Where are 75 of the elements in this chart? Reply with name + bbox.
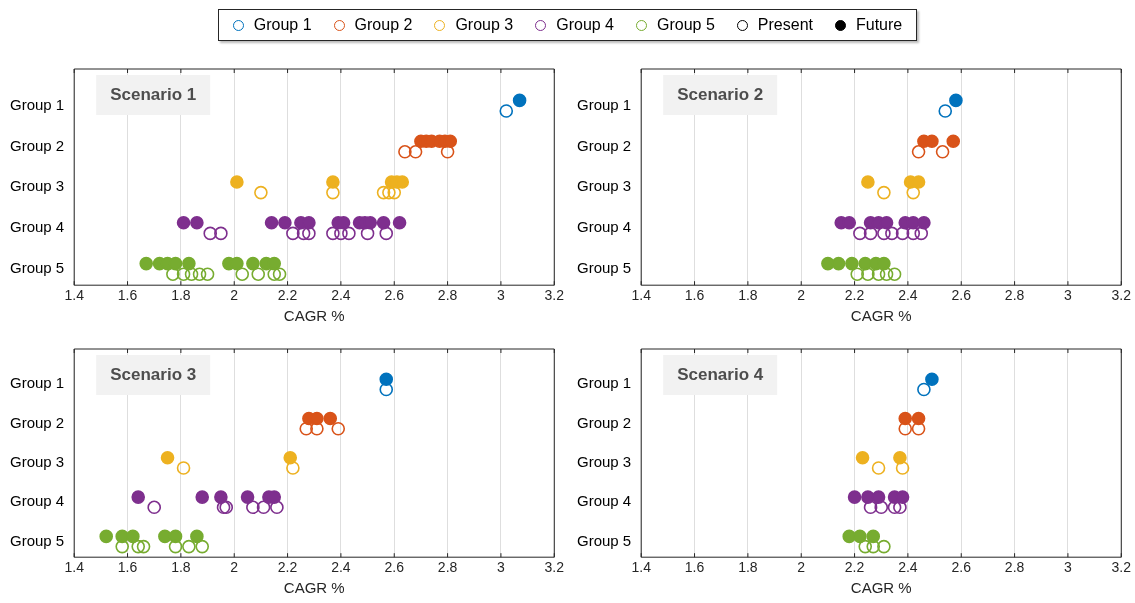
x-tick-label: 3.2 — [544, 287, 565, 304]
y-tick-label: Group 2 — [577, 413, 632, 431]
y-tick-label: Group 3 — [10, 177, 65, 195]
text: Scenario 4 — [677, 364, 764, 384]
x-tick-label: 2.4 — [331, 287, 351, 304]
legend-label: Group 5 — [657, 16, 715, 34]
text: Scenario 3 — [110, 364, 197, 384]
x-tick-label: 2.8 — [437, 559, 458, 576]
x-tick-label: 2.2 — [844, 559, 865, 576]
x-tick-label: 3.2 — [1111, 287, 1132, 304]
y-tick-label: Group 5 — [577, 531, 632, 549]
x-tick-label: 2 — [797, 559, 806, 576]
x-tick-label: 2 — [230, 559, 239, 576]
y-tick-label: Group 2 — [10, 413, 65, 431]
x-tick-label: 1.8 — [738, 287, 758, 304]
y-tick-label: Group 4 — [10, 492, 65, 510]
x-tick-label: 1.8 — [171, 559, 191, 576]
x-tick-label: 2.8 — [437, 287, 458, 304]
x-tick-label: 3 — [497, 287, 506, 304]
x-tick-label: 2.4 — [898, 287, 918, 304]
x-tick-label: 2.2 — [277, 287, 298, 304]
x-tick-label: 1.4 — [64, 559, 85, 576]
text: Scenario 2 — [677, 84, 764, 104]
x-tick-label: 2.4 — [898, 559, 918, 576]
x-axis-title: CAGR % — [850, 579, 912, 597]
y-tick-label: Group 1 — [577, 95, 632, 113]
y-tick-label: Group 1 — [10, 374, 65, 392]
x-tick-label: 2.6 — [951, 287, 972, 304]
x-tick-label: 2.2 — [844, 287, 865, 304]
x-tick-label: 3 — [497, 559, 506, 576]
x-tick-label: 2.6 — [384, 559, 405, 576]
text: Future — [855, 16, 903, 34]
x-tick-label: 1.6 — [684, 287, 705, 304]
y-tick-label: Group 3 — [577, 453, 632, 471]
x-axis-title: CAGR % — [850, 307, 912, 325]
x-axis-title: CAGR % — [283, 307, 345, 325]
x-tick-label: 3.2 — [544, 559, 565, 576]
y-tick-label: Group 4 — [577, 218, 632, 236]
y-tick-label: Group 3 — [10, 453, 65, 471]
x-tick-label: 3 — [1064, 287, 1073, 304]
x-tick-label: 1.4 — [631, 559, 652, 576]
legend-label: Group 4 — [556, 16, 615, 34]
x-tick-label: 1.4 — [631, 287, 652, 304]
y-tick-label: Group 5 — [10, 259, 65, 277]
y-tick-label: Group 2 — [10, 136, 65, 154]
x-tick-label: 3.2 — [1111, 559, 1132, 576]
y-tick-label: Group 1 — [577, 374, 632, 392]
x-tick-label: 1.8 — [171, 287, 191, 304]
y-tick-label: Group 4 — [10, 218, 65, 236]
x-tick-label: 1.8 — [738, 559, 758, 576]
x-tick-label: 1.6 — [117, 287, 138, 304]
y-tick-label: Group 4 — [577, 492, 632, 510]
x-tick-label: 2.6 — [384, 287, 405, 304]
text: Scenario 1 — [110, 84, 197, 104]
x-tick-label: 2.2 — [277, 559, 298, 576]
x-tick-label: 2 — [230, 287, 239, 304]
x-tick-label: 3 — [1064, 559, 1073, 576]
x-axis-title: CAGR % — [283, 579, 345, 597]
x-tick-label: 2 — [797, 287, 806, 304]
x-tick-label: 1.6 — [684, 559, 705, 576]
x-tick-label: 2.6 — [951, 559, 972, 576]
x-tick-label: 2.8 — [1004, 287, 1025, 304]
x-tick-label: 1.4 — [64, 287, 85, 304]
legend-label: Group 2 — [354, 16, 413, 34]
x-tick-label: 2.4 — [331, 559, 351, 576]
legend-label: Group 3 — [455, 16, 514, 34]
y-tick-label: Group 5 — [577, 259, 632, 277]
y-tick-label: Group 1 — [10, 95, 65, 113]
x-tick-label: 1.6 — [117, 559, 138, 576]
y-tick-label: Group 3 — [577, 177, 632, 195]
y-tick-label: Group 5 — [10, 531, 65, 549]
y-tick-label: Group 2 — [577, 136, 632, 154]
x-tick-label: 2.8 — [1004, 559, 1025, 576]
legend-label: Group 1 — [253, 16, 312, 34]
text: Present — [757, 16, 813, 34]
